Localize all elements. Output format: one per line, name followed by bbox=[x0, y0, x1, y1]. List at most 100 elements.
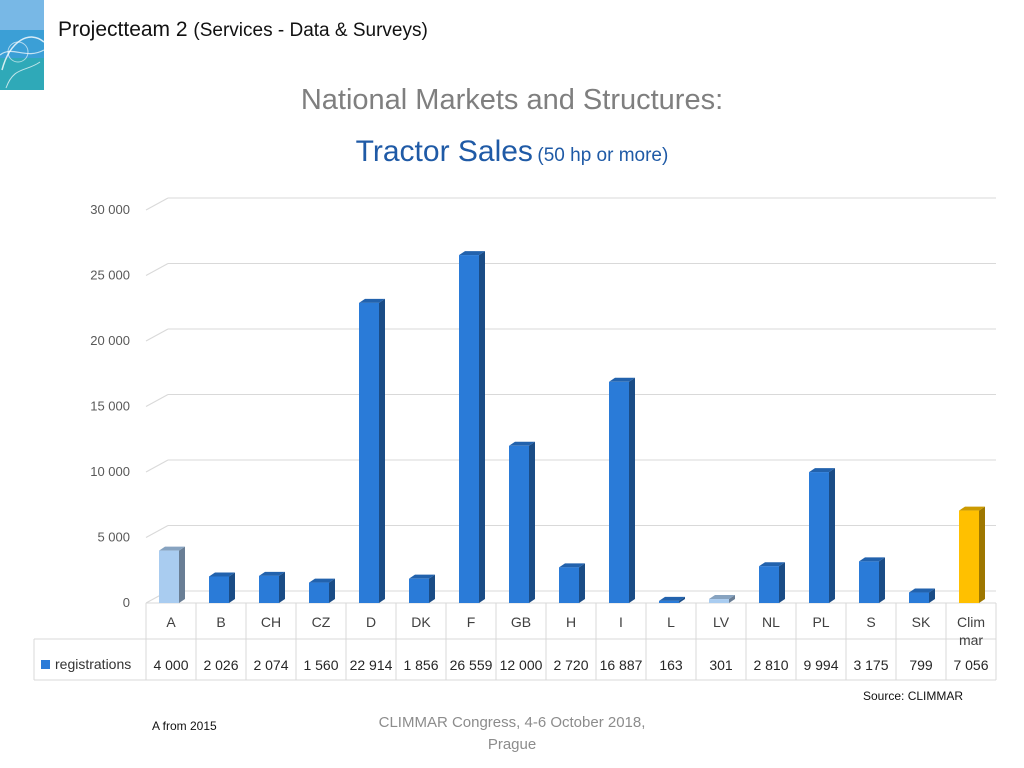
bar-top bbox=[859, 557, 885, 562]
footer-line-1: CLIMMAR Congress, 4-6 October 2018, bbox=[378, 714, 646, 731]
data-table-value: 3 175 bbox=[853, 657, 888, 673]
page-title: National Markets and Structures: bbox=[300, 84, 724, 116]
bar bbox=[759, 566, 779, 603]
bar bbox=[909, 592, 929, 603]
y-tick-label: 25 000 bbox=[90, 268, 130, 283]
y-tick-label: 30 000 bbox=[90, 202, 130, 217]
x-tick-label: A bbox=[166, 614, 176, 630]
x-tick-label: LV bbox=[713, 614, 730, 630]
bar-side bbox=[729, 595, 735, 603]
bar bbox=[259, 575, 279, 603]
bar-side bbox=[279, 571, 285, 603]
data-table-value: 799 bbox=[909, 657, 933, 673]
bar bbox=[709, 599, 729, 603]
bar-side bbox=[779, 562, 785, 603]
data-table-value: 2 810 bbox=[753, 657, 788, 673]
x-tick-label: CH bbox=[261, 614, 281, 630]
bar-side bbox=[679, 596, 685, 603]
bar-top bbox=[809, 468, 835, 473]
bar-side bbox=[929, 588, 935, 603]
header-team-subtitle: (Services - Data & Surveys) bbox=[193, 20, 428, 41]
footer-line-2: Prague bbox=[487, 736, 537, 753]
chart-title: Tractor Sales (50 hp or more) bbox=[0, 135, 1024, 169]
bar-top bbox=[709, 595, 735, 600]
footer: CLIMMAR Congress, 4-6 October 2018, Prag… bbox=[362, 712, 662, 756]
header-title: Projectteam 2 (Services - Data & Surveys… bbox=[58, 18, 428, 42]
gridline-depth bbox=[145, 459, 169, 473]
bar bbox=[459, 255, 479, 604]
x-tick-label: H bbox=[566, 614, 576, 630]
x-tick-label: D bbox=[366, 614, 376, 630]
bar bbox=[809, 472, 829, 603]
bar-side bbox=[579, 563, 585, 603]
x-tick-label: I bbox=[619, 614, 623, 630]
bar-side bbox=[429, 574, 435, 603]
data-table-value: 2 074 bbox=[253, 657, 288, 673]
gridline-depth bbox=[145, 328, 169, 342]
data-table-value: 2 026 bbox=[203, 657, 238, 673]
data-table-value: 16 887 bbox=[600, 657, 643, 673]
data-table-value: 26 559 bbox=[450, 657, 493, 673]
x-tick-label: DK bbox=[411, 614, 431, 630]
footnote: A from 2015 bbox=[152, 719, 217, 733]
bar bbox=[859, 561, 879, 603]
x-tick-label: F bbox=[467, 614, 476, 630]
data-table-value: 1 856 bbox=[403, 657, 438, 673]
bar-side bbox=[879, 557, 885, 603]
x-tick-label: SK bbox=[912, 614, 931, 630]
bar-top bbox=[909, 588, 935, 593]
bar-side bbox=[229, 572, 235, 603]
bar-top bbox=[259, 571, 285, 576]
bar-side bbox=[179, 546, 185, 603]
bar bbox=[159, 550, 179, 603]
bar bbox=[659, 600, 679, 603]
gridline-depth bbox=[145, 394, 169, 407]
x-tick-label: NL bbox=[762, 614, 780, 630]
x-tick-label: PL bbox=[812, 614, 829, 630]
bar-side bbox=[829, 468, 835, 603]
y-tick-label: 5 000 bbox=[97, 530, 130, 545]
y-tick-label: 20 000 bbox=[90, 333, 130, 348]
bar-top bbox=[209, 572, 235, 577]
bar bbox=[209, 576, 229, 603]
bar-side bbox=[629, 377, 635, 603]
bar-side bbox=[329, 578, 335, 603]
bar bbox=[959, 510, 979, 603]
bar-top bbox=[609, 377, 635, 382]
bar bbox=[309, 582, 329, 603]
gridline-depth bbox=[145, 197, 169, 211]
bar bbox=[409, 578, 429, 603]
data-table-value: 163 bbox=[659, 657, 683, 673]
gridline-depth bbox=[145, 525, 169, 538]
bar-top bbox=[959, 506, 985, 511]
bar-top bbox=[409, 574, 435, 579]
data-table-value: 7 056 bbox=[953, 657, 988, 673]
x-tick-label: B bbox=[216, 614, 225, 630]
bar-top bbox=[559, 563, 585, 568]
bar-top bbox=[159, 546, 185, 551]
legend-swatch bbox=[41, 660, 50, 669]
chart-title-sub: (50 hp or more) bbox=[537, 145, 669, 166]
bar bbox=[609, 381, 629, 603]
x-tick-label: GB bbox=[511, 614, 531, 630]
bar-side bbox=[529, 441, 535, 603]
chart-title-main: Tractor Sales bbox=[355, 135, 533, 168]
bar-side bbox=[379, 298, 385, 603]
bar-top bbox=[509, 441, 535, 446]
bar-side bbox=[979, 506, 985, 603]
bar bbox=[509, 445, 529, 603]
y-tick-label: 0 bbox=[123, 595, 130, 610]
source-note: Source: CLIMMAR bbox=[863, 689, 964, 703]
climmar-logo-icon bbox=[0, 0, 44, 90]
x-tick-label: mar bbox=[959, 632, 983, 648]
bar-top bbox=[459, 251, 485, 256]
bar-top bbox=[659, 596, 685, 601]
x-tick-label: S bbox=[866, 614, 875, 630]
x-tick-label: L bbox=[667, 614, 675, 630]
x-tick-label: CZ bbox=[312, 614, 331, 630]
data-table-value: 12 000 bbox=[500, 657, 543, 673]
bar-top bbox=[759, 562, 785, 567]
gridline-depth bbox=[145, 263, 169, 276]
y-tick-label: 15 000 bbox=[90, 399, 130, 414]
